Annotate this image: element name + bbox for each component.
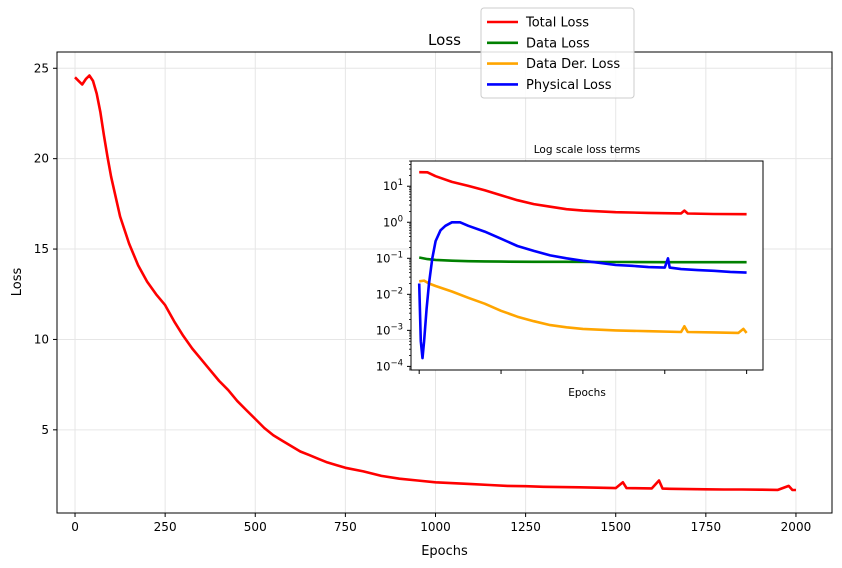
inset-series-data-der-loss-line xyxy=(419,279,748,335)
main-x-tick-label: 500 xyxy=(244,520,267,534)
legend-label: Total Loss xyxy=(525,16,589,31)
main-chart-title: Loss xyxy=(428,31,461,49)
main-axes-frame xyxy=(56,51,833,514)
inset-y-tick-base: 10 xyxy=(376,287,391,301)
main-y-axis-label: Loss xyxy=(10,268,25,297)
inset-y-tick-base: 10 xyxy=(383,179,398,193)
inset-x-ticks xyxy=(418,370,748,374)
legend-box xyxy=(480,7,635,99)
inset-y-tick-exponent: −3 xyxy=(390,322,403,332)
inset-axes-frame xyxy=(410,160,764,371)
main-y-ticks: 5 10 15 20 25 xyxy=(34,61,57,437)
main-x-tick-label: 0 xyxy=(71,520,79,534)
main-x-tick-label: 1000 xyxy=(420,520,451,534)
main-y-tick-label: 25 xyxy=(34,61,49,75)
legend-item: Data Loss xyxy=(487,36,590,51)
main-x-tick-label: 250 xyxy=(154,520,177,534)
main-y-tick-label: 5 xyxy=(41,423,49,437)
main-x-tick-label: 750 xyxy=(334,520,357,534)
inset-y-tick-label: 10−3 xyxy=(376,322,403,337)
main-x-tick-label: 1750 xyxy=(691,520,722,534)
inset-y-tick-exponent: 0 xyxy=(398,214,403,224)
inset-y-tick-base: 10 xyxy=(376,251,391,265)
inset-y-tick-label: 10−1 xyxy=(376,250,403,265)
inset-background xyxy=(411,161,763,370)
main-y-tick-label: 15 xyxy=(34,242,49,256)
inset-y-tick-exponent: −2 xyxy=(390,286,403,296)
main-y-tick-label: 10 xyxy=(34,332,49,346)
inset-y-tick-base: 10 xyxy=(376,323,391,337)
main-x-tick-label: 1500 xyxy=(600,520,631,534)
inset-y-tick-label: 10−4 xyxy=(376,358,403,373)
inset-y-tick-exponent: 1 xyxy=(398,178,403,188)
legend-item: Total Loss xyxy=(487,16,589,31)
inset-y-tick-base: 10 xyxy=(383,215,398,229)
inset-chart-title: Log scale loss terms xyxy=(534,144,641,156)
inset-y-tick-label: 100 xyxy=(383,214,403,229)
main-x-ticks: 0 250 500 750 1000 1250 1500 1750 2000 xyxy=(71,513,811,534)
inset-y-tick-exponent: −4 xyxy=(390,358,403,368)
main-x-axis-label: Epochs xyxy=(421,544,468,559)
legend-label: Data Loss xyxy=(526,36,590,51)
inset-series-physical-loss-line xyxy=(417,221,747,360)
main-y-tick-label: 20 xyxy=(34,152,49,166)
inset-series-data-loss-line xyxy=(418,256,747,264)
inset-y-tick-exponent: −1 xyxy=(390,250,403,260)
inset-series-layer xyxy=(417,170,748,360)
inset-x-axis-label: Epochs xyxy=(568,387,606,399)
inset-y-tick-base: 10 xyxy=(376,359,391,373)
main-series-layer xyxy=(74,74,797,492)
legend-label: Physical Loss xyxy=(526,78,612,93)
legend-item: Physical Loss xyxy=(487,78,612,93)
legend-item: Data Der. Loss xyxy=(487,57,620,72)
inset-y-tick-label: 10−2 xyxy=(376,286,403,301)
main-x-tick-label: 2000 xyxy=(781,520,812,534)
legend: Total Loss Data Loss Data Der. Loss Physica… xyxy=(480,7,635,99)
main-series-total-loss-line xyxy=(74,74,797,492)
inset-series-total-loss-line xyxy=(419,170,747,216)
main-x-tick-label: 1250 xyxy=(510,520,541,534)
legend-label: Data Der. Loss xyxy=(526,57,620,72)
inset-y-tick-label: 101 xyxy=(383,178,403,193)
